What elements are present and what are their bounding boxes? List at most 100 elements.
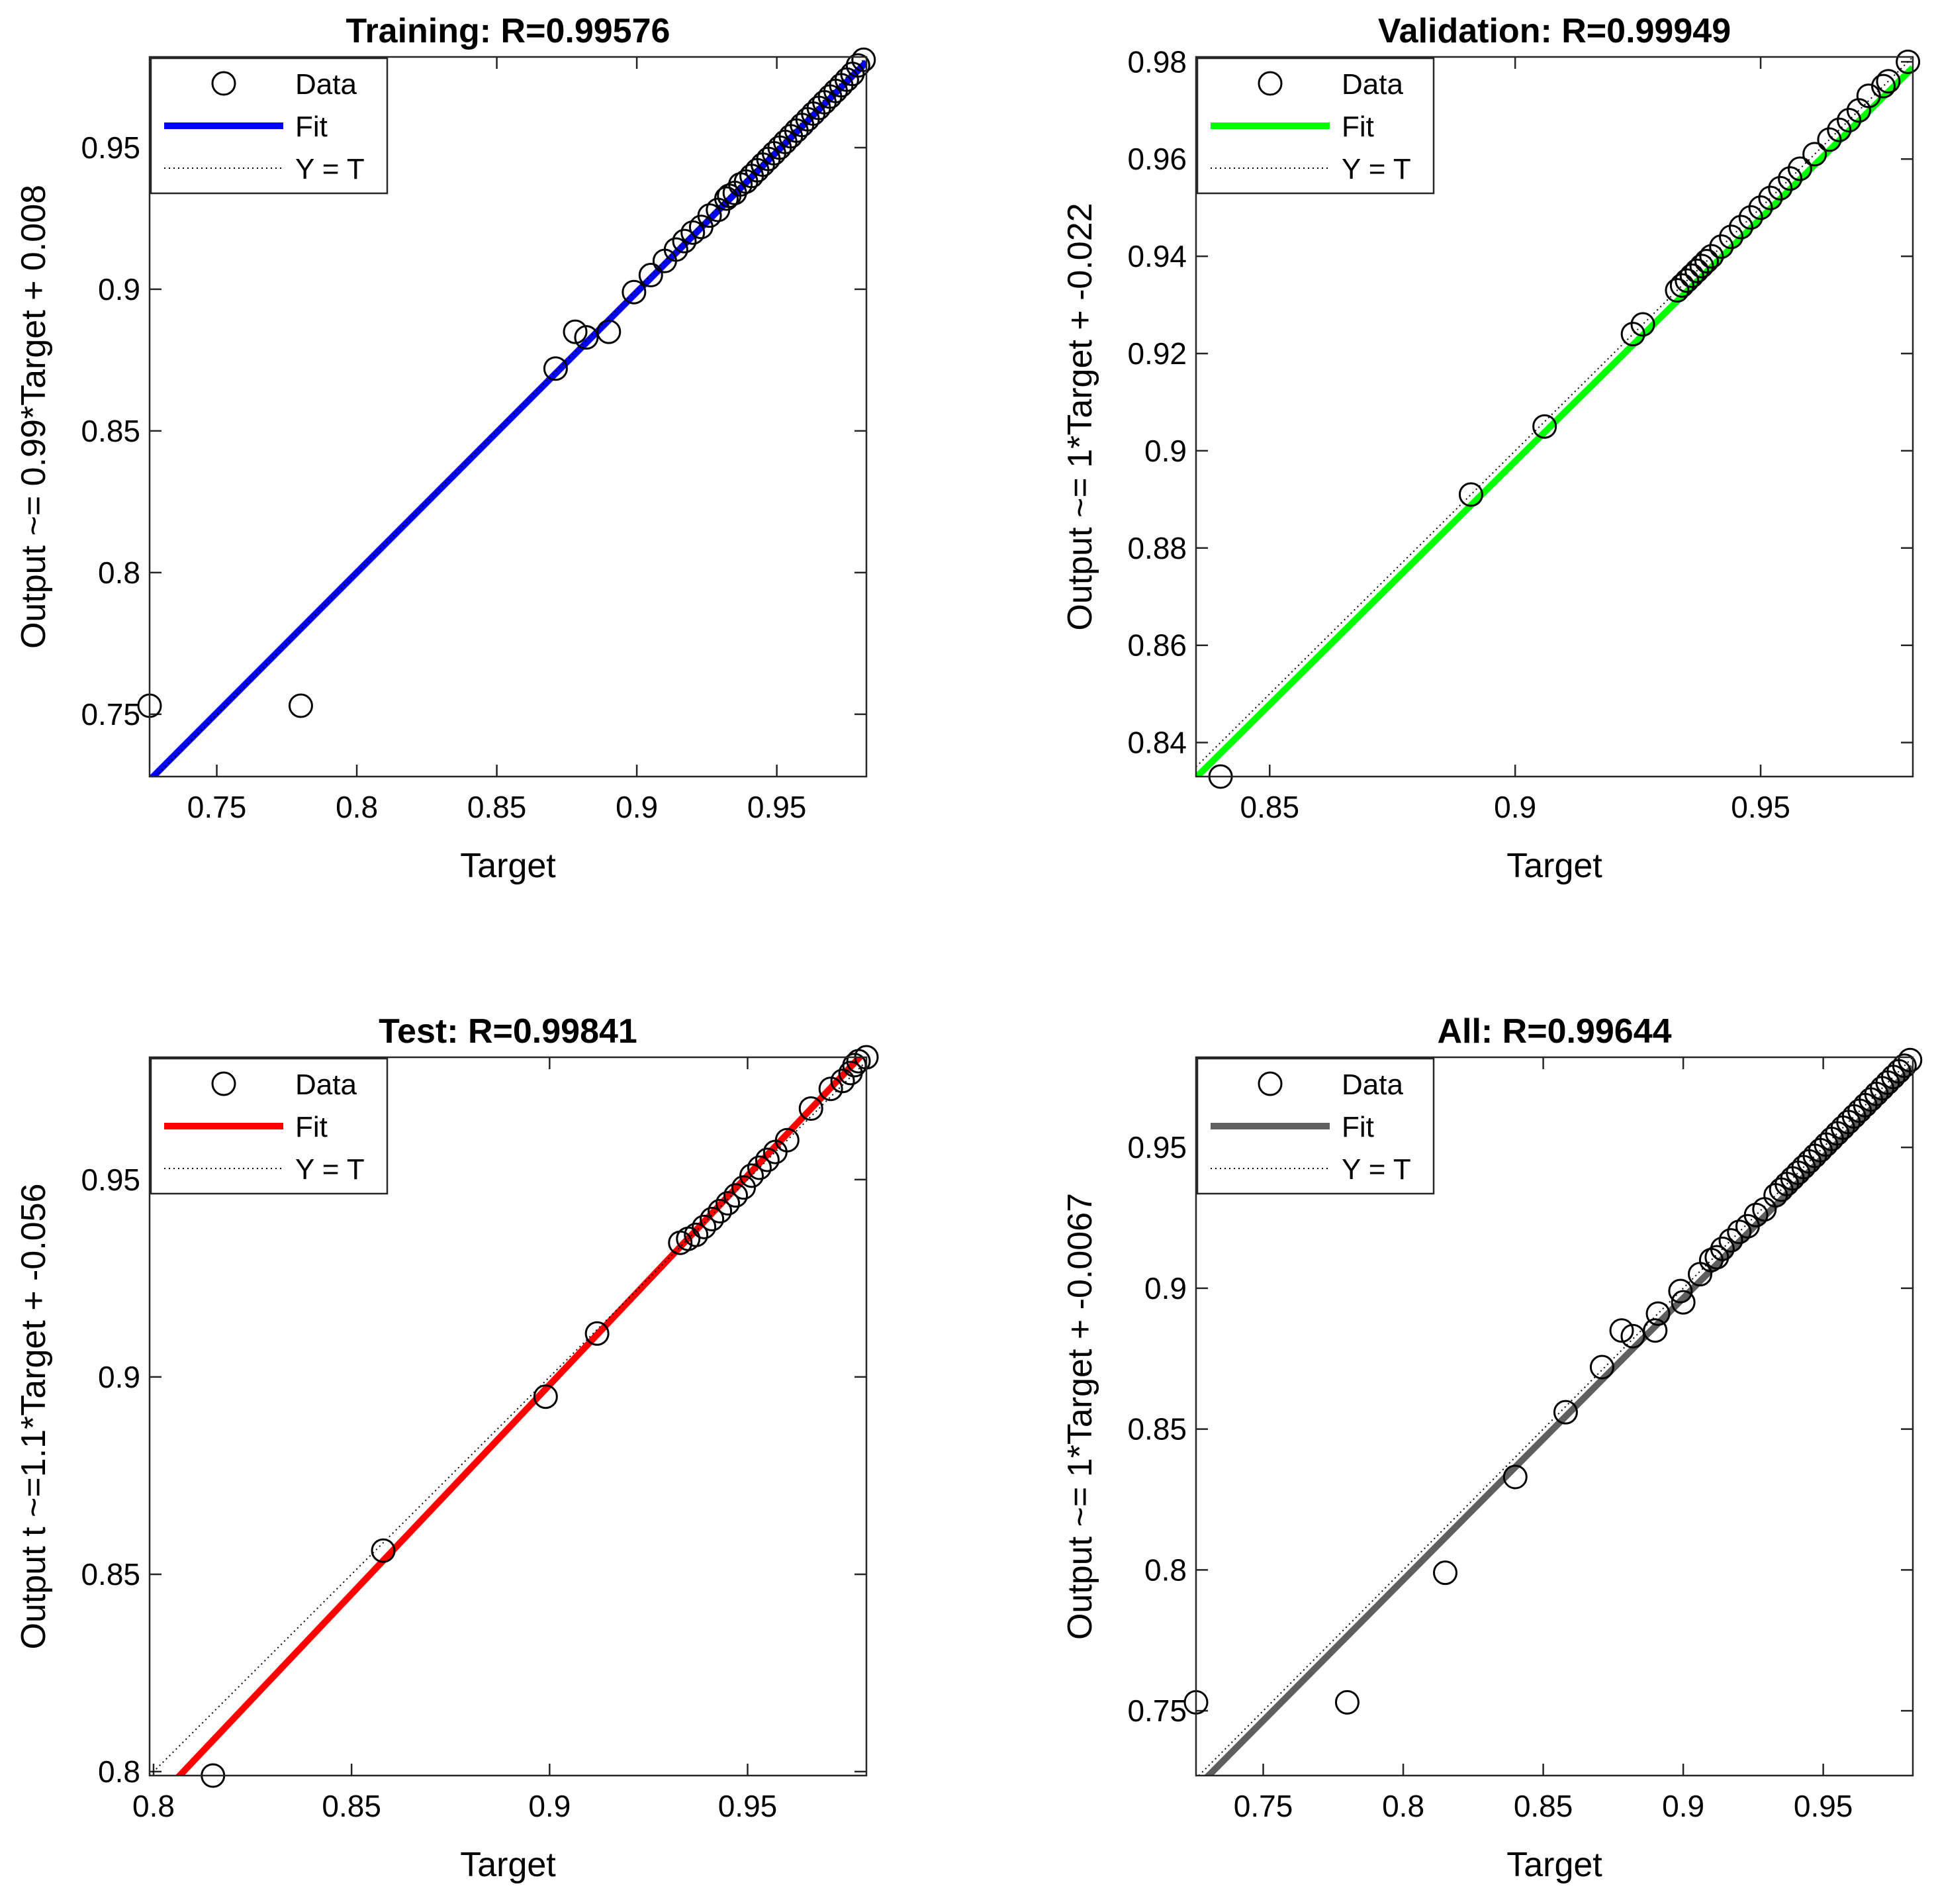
data-point: [288, 693, 313, 718]
data-point: [663, 237, 688, 262]
data-point: [1892, 1053, 1917, 1078]
axes-box: [1195, 1056, 1914, 1777]
y-tick-label: 0.86: [1127, 628, 1187, 663]
y-tick-label: 0.88: [1127, 531, 1187, 565]
y-tick-label: 0.95: [81, 1163, 140, 1197]
data-point: [1675, 268, 1700, 293]
plot-area: [150, 57, 866, 777]
x-axis-label: Target: [460, 847, 556, 885]
x-tick-label: 0.95: [718, 1789, 778, 1823]
data-point: [697, 203, 722, 228]
data-point: [1458, 482, 1483, 507]
y-axis-label: Output ~= 0.99*Target + 0.008: [15, 185, 53, 649]
identity-line: [1198, 1057, 1913, 1776]
axes-box: [148, 56, 868, 778]
y-tick-label: 0.9: [1144, 434, 1187, 468]
x-tick-label: 0.8: [1382, 1789, 1424, 1823]
data-point: [1758, 185, 1783, 211]
y-tick-label: 0.95: [81, 130, 140, 165]
x-tick-label: 0.85: [1514, 1789, 1573, 1823]
data-point: [1896, 49, 1921, 74]
regression-panel-0: 0.75 0.8 0.85 0.9 0.95 0.75 0.8 0.85 0.9 0.95 Trai…: [15, 12, 876, 885]
x-tick-label: 0.85: [467, 790, 527, 824]
y-tick-label: 0.85: [81, 414, 140, 448]
y-tick-label: 0.75: [81, 697, 140, 732]
data-point: [1748, 195, 1773, 220]
data-point: [830, 1069, 855, 1094]
legend-label: Fit: [1342, 111, 1374, 143]
x-tick-label: 0.95: [1731, 790, 1790, 824]
x-tick-label: 0.85: [1240, 790, 1300, 824]
y-tick-label: 0.8: [98, 555, 140, 590]
data-point: [1709, 234, 1734, 259]
legend-label: Y = T: [1342, 153, 1411, 185]
legend-label: Data: [1342, 68, 1403, 101]
data-point: [1802, 142, 1827, 167]
y-axis-label: Output ~= 1*Target + -0.0067: [1061, 1193, 1099, 1640]
data-point: [1837, 107, 1862, 132]
y-tick-label: 0.9: [98, 1360, 140, 1394]
data-point: [533, 1384, 558, 1409]
data-point: [845, 53, 870, 78]
data-point: [1898, 1047, 1923, 1072]
data-point: [1643, 1318, 1668, 1343]
data-point: [1669, 273, 1694, 298]
data-point: [731, 1175, 757, 1200]
data-point: [798, 1096, 823, 1121]
data-point: [739, 1163, 764, 1188]
legend-data-marker: [211, 1071, 236, 1096]
data-point: [563, 319, 588, 344]
x-tick-label: 0.75: [187, 790, 247, 824]
y-tick-label: 0.92: [1127, 336, 1187, 371]
x-tick-label: 0.9: [1662, 1789, 1704, 1823]
chart-title: Test: R=0.99841: [379, 1012, 637, 1051]
legend: Data Fit Y = T: [150, 57, 389, 195]
legend-label: Fit: [295, 111, 328, 143]
plot-area: [1198, 1057, 1913, 1776]
legend-data-marker: [1258, 71, 1283, 96]
data-point: [747, 1155, 772, 1180]
legend-label: Data: [1342, 1069, 1403, 1101]
data-point: [1743, 1202, 1769, 1227]
data-point: [1668, 1278, 1693, 1304]
data-point: [1609, 1318, 1634, 1343]
data-point: [723, 1183, 749, 1208]
data-point: [596, 319, 622, 344]
data-point: [672, 228, 697, 254]
x-tick-label: 0.75: [1234, 1789, 1293, 1823]
regression-panel-1: 0.85 0.9 0.95 0.84 0.86 0.88 0.9 0.92 0.94 0.96 0.…: [1061, 12, 1921, 885]
y-tick-label: 0.9: [98, 272, 140, 307]
x-tick-label: 0.9: [1494, 790, 1536, 824]
legend-label: Data: [295, 68, 357, 101]
chart-title: Training: R=0.99576: [346, 12, 670, 50]
data-point: [1694, 248, 1719, 273]
x-axis-label: Target: [1506, 1846, 1602, 1884]
data-point: [714, 186, 739, 211]
data-point: [1671, 1290, 1696, 1315]
legend: Data Fit Y = T: [150, 1057, 389, 1195]
axes-box: [1195, 56, 1914, 778]
data-point: [1620, 322, 1645, 347]
legend-label: Y = T: [295, 153, 365, 185]
data-point: [1433, 1560, 1458, 1586]
y-tick-label: 0.85: [81, 1557, 140, 1592]
data-point: [638, 263, 663, 288]
data-point: [1768, 175, 1793, 201]
x-tick-label: 0.9: [528, 1789, 571, 1823]
axes-box: [148, 1056, 868, 1777]
x-axis-label: Target: [1506, 847, 1602, 885]
data-point: [708, 1199, 733, 1223]
legend-label: Y = T: [295, 1153, 365, 1186]
y-tick-label: 0.8: [1144, 1552, 1187, 1587]
y-axis-label: Output t ~=1.1*Target + -0.056: [15, 1184, 53, 1650]
data-point: [1684, 258, 1710, 283]
y-tick-label: 0.8: [98, 1754, 140, 1789]
legend-label: Fit: [1342, 1111, 1374, 1143]
x-tick-label: 0.95: [747, 790, 807, 824]
data-point: [1876, 69, 1901, 94]
data-point: [1827, 117, 1852, 142]
x-tick-label: 0.8: [336, 790, 378, 824]
data-point: [1787, 156, 1812, 181]
y-tick-label: 0.98: [1127, 44, 1187, 79]
data-point: [755, 1147, 780, 1172]
